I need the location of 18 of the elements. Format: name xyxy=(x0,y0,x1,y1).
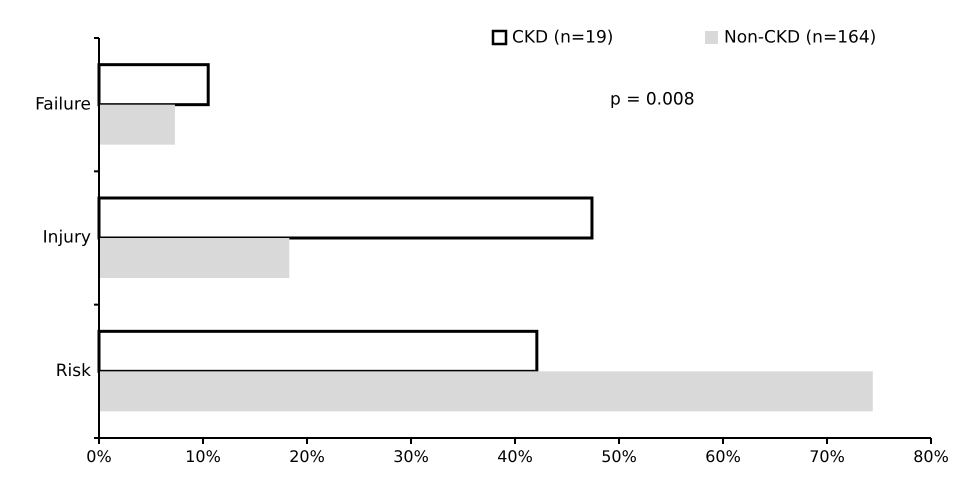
x-tick-label: 50% xyxy=(601,447,637,466)
y-tick-label: Injury xyxy=(42,228,91,248)
x-tick-label: 40% xyxy=(497,447,533,466)
x-tick-label: 70% xyxy=(809,447,845,466)
x-tick-label: 30% xyxy=(393,447,429,466)
bar xyxy=(99,371,873,412)
x-tick-label: 20% xyxy=(289,447,325,466)
x-tick-label: 80% xyxy=(913,447,949,466)
y-tick-label: Failure xyxy=(35,94,91,114)
y-tick-label: Risk xyxy=(56,360,92,381)
legend-label: CKD (n=19) xyxy=(512,28,614,48)
bar xyxy=(99,104,175,145)
x-tick-label: 60% xyxy=(705,447,741,466)
legend-label: Non-CKD (n=164) xyxy=(724,28,876,48)
x-tick-label: 0% xyxy=(86,447,112,466)
annotation: p = 0.008 xyxy=(610,90,695,110)
bar xyxy=(99,238,290,278)
x-tick-label: 10% xyxy=(185,447,221,466)
